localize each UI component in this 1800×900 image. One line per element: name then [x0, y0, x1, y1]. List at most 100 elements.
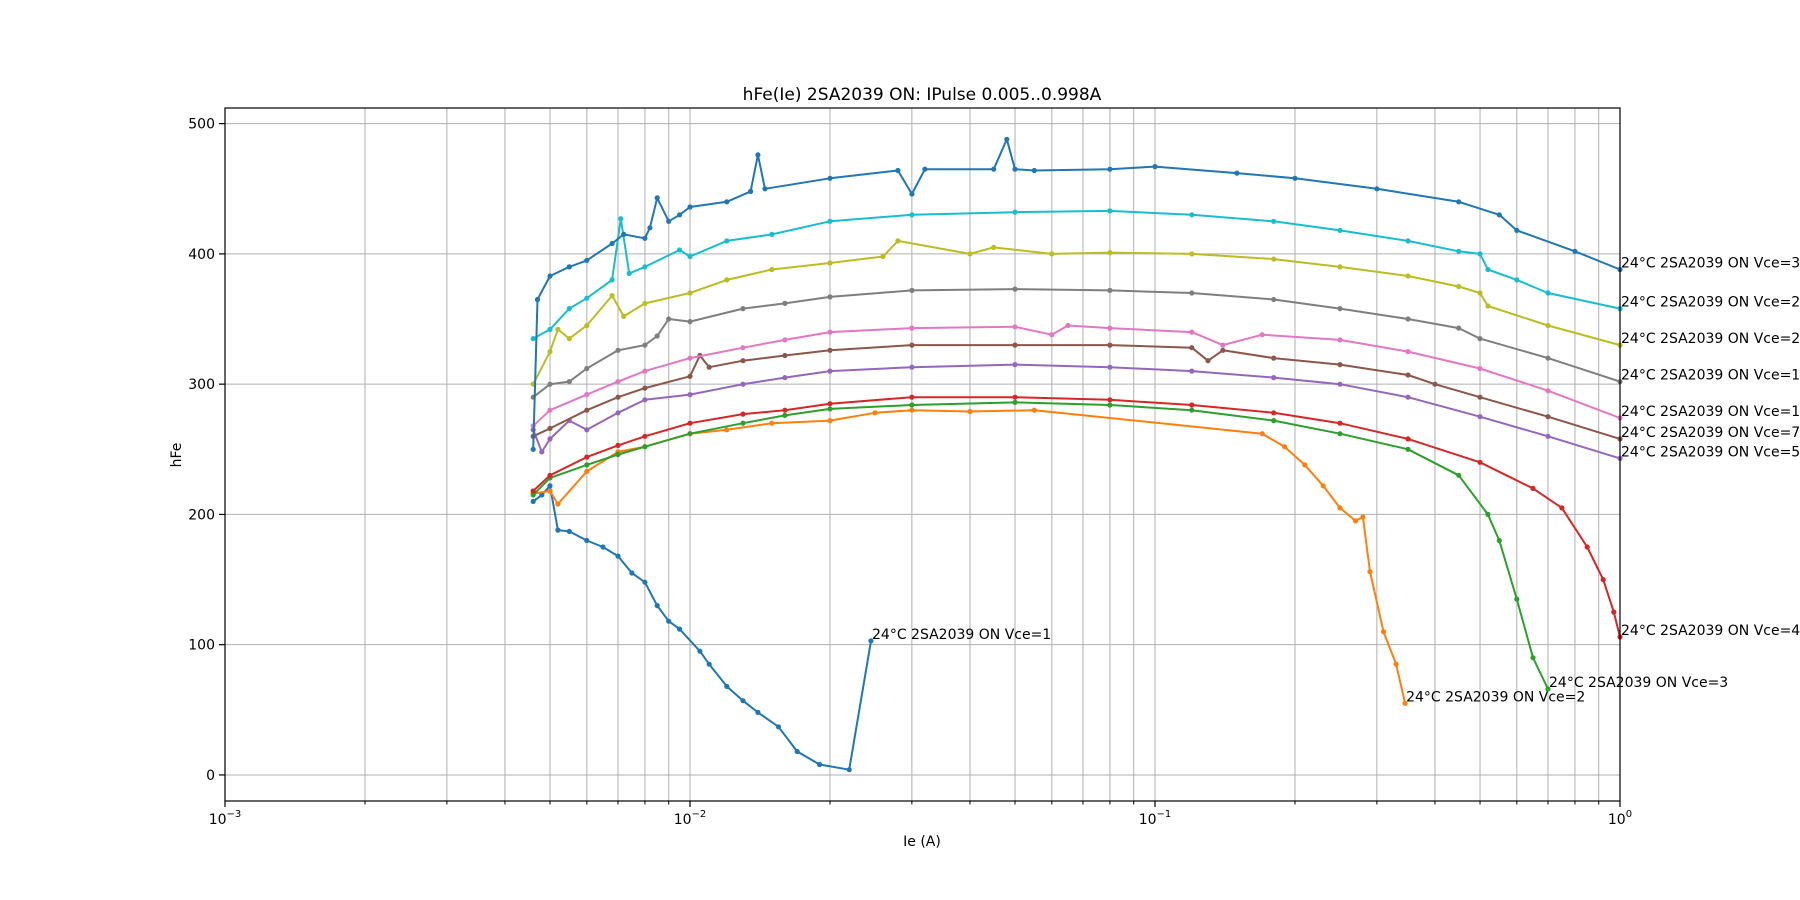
data-point: [762, 186, 768, 192]
data-point: [1004, 136, 1010, 142]
data-point: [584, 295, 590, 301]
data-point: [740, 358, 746, 364]
data-point: [1012, 399, 1018, 405]
data-point: [1456, 283, 1462, 290]
data-point: [687, 392, 693, 398]
data-point: [547, 326, 553, 332]
data-point: [1189, 407, 1195, 413]
data-point: [1477, 414, 1483, 420]
data-point: [530, 446, 536, 452]
series-10: 24°C 2SA2039 ON Vce=25: [530, 208, 1800, 342]
data-point: [880, 253, 886, 260]
data-point: [566, 379, 572, 385]
data-point: [547, 472, 553, 478]
series-label: 24°C 2SA2039 ON Vce=20: [1621, 331, 1800, 347]
data-point: [642, 342, 648, 348]
data-point: [827, 406, 833, 412]
chart-title: hFe(Ie) 2SA2039 ON: IPulse 0.005..0.998A: [743, 85, 1102, 105]
data-point: [909, 212, 915, 218]
series-line: [532, 344, 1621, 440]
data-point: [530, 336, 536, 342]
data-point: [1012, 209, 1018, 215]
data-point: [909, 402, 915, 408]
data-point: [1611, 609, 1617, 615]
data-point: [1514, 277, 1520, 283]
data-point: [1456, 248, 1462, 254]
data-point: [1456, 199, 1462, 205]
data-point: [1189, 290, 1195, 296]
plot-area: 24°C 2SA2039 ON Vce=1 24°C 2SA2039 ON Vce…: [530, 136, 1800, 773]
data-point: [724, 683, 730, 690]
data-point: [1107, 166, 1113, 172]
data-point: [566, 528, 572, 535]
series-label: 24°C 2SA2039 ON Vce=4: [1621, 623, 1800, 639]
data-point: [827, 329, 833, 335]
data-point: [1374, 186, 1380, 192]
data-point: [827, 175, 833, 181]
data-point: [1107, 250, 1113, 256]
series-5: 24°C 2SA2039 ON Vce=5: [530, 362, 1800, 461]
data-point: [584, 392, 590, 398]
data-point: [1220, 347, 1226, 353]
data-point: [1432, 381, 1438, 387]
data-point: [1496, 537, 1502, 544]
data-point: [642, 300, 648, 306]
data-point: [909, 364, 915, 370]
data-point: [584, 537, 590, 544]
series-1: 24°C 2SA2039 ON Vce=1: [530, 483, 1051, 773]
data-point: [1353, 518, 1359, 524]
x-tick-label: 10−2: [674, 809, 707, 828]
data-point: [1012, 166, 1018, 172]
data-point: [991, 166, 997, 172]
data-point: [827, 347, 833, 353]
data-point: [1477, 290, 1483, 296]
data-point: [1271, 418, 1277, 424]
data-point: [539, 492, 545, 498]
data-point: [1545, 433, 1551, 439]
data-point: [687, 420, 693, 426]
data-point: [609, 240, 615, 247]
data-point: [615, 347, 621, 353]
data-point: [1405, 394, 1411, 400]
data-point: [547, 436, 553, 442]
data-point: [615, 442, 621, 448]
data-point: [1456, 472, 1462, 478]
y-tick-label: 400: [188, 247, 215, 263]
data-point: [1012, 394, 1018, 400]
data-point: [1107, 397, 1113, 403]
data-point: [827, 218, 833, 224]
series-label: 24°C 2SA2039 ON Vce=2: [1406, 689, 1585, 705]
data-point: [1107, 364, 1113, 370]
data-point: [1012, 324, 1018, 330]
data-point: [769, 420, 775, 426]
data-point: [1282, 444, 1288, 450]
data-point: [895, 238, 901, 244]
data-point: [1405, 436, 1411, 442]
data-point: [1485, 511, 1491, 517]
data-point: [769, 266, 775, 273]
data-point: [827, 260, 833, 266]
data-point: [817, 761, 823, 768]
data-point: [642, 444, 648, 450]
data-point: [1405, 372, 1411, 378]
data-point: [642, 368, 648, 374]
data-point: [566, 264, 572, 270]
data-point: [555, 501, 561, 507]
data-point: [687, 253, 693, 260]
data-point: [530, 488, 536, 494]
x-axis: 10−3 10−2 10−1 100: [209, 801, 1632, 828]
series-label: 24°C 2SA2039 ON Vce=15: [1621, 368, 1800, 384]
data-point: [629, 570, 635, 576]
data-point: [740, 420, 746, 426]
data-point: [1405, 273, 1411, 279]
data-point: [626, 270, 632, 276]
data-point: [1545, 388, 1551, 394]
data-point: [1271, 256, 1277, 262]
data-point: [827, 368, 833, 374]
y-tick-label: 500: [188, 117, 215, 133]
series-label: 24°C 2SA2039 ON Vce=25: [1621, 295, 1800, 311]
series-3: 24°C 2SA2039 ON Vce=3: [530, 399, 1728, 692]
series-9: 24°C 2SA2039 ON Vce=20: [530, 238, 1800, 387]
data-point: [615, 451, 621, 458]
data-point: [666, 316, 672, 322]
